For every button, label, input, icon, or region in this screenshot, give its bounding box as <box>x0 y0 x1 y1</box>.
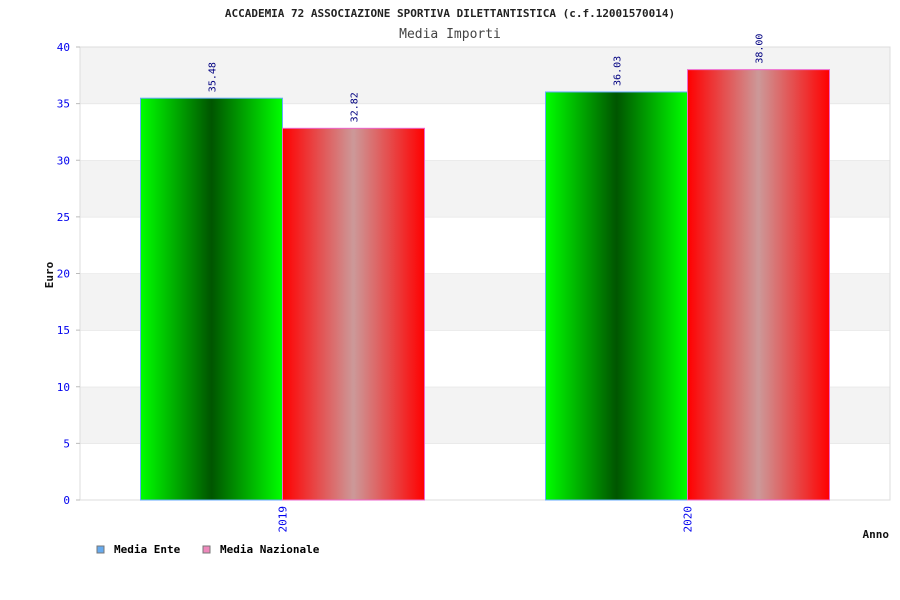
y-tick-label: 0 <box>63 494 70 507</box>
y-tick-label: 5 <box>63 437 70 450</box>
data-label: 35.48 <box>208 62 219 92</box>
y-tick-label: 20 <box>57 268 70 281</box>
x-tick-label: 2019 <box>277 506 290 533</box>
legend-swatch <box>96 545 105 554</box>
bar-media-ente-2019 <box>140 97 283 501</box>
legend-label: Media Nazionale <box>220 543 320 556</box>
chart-subtitle: Media Importi <box>399 27 501 42</box>
data-label: 38.00 <box>755 34 766 64</box>
data-label: 32.82 <box>350 92 361 122</box>
y-tick-label: 35 <box>57 98 70 111</box>
y-tick-label: 15 <box>57 324 70 337</box>
data-label: 36.03 <box>613 56 624 86</box>
bar-media-nazionale-2020 <box>687 69 830 501</box>
y-tick-label: 10 <box>57 381 70 394</box>
chart-title: ACCADEMIA 72 ASSOCIAZIONE SPORTIVA DILET… <box>225 7 675 20</box>
y-tick-label: 30 <box>57 154 70 167</box>
x-axis-label: Anno <box>863 528 890 541</box>
y-tick-label: 40 <box>57 41 70 54</box>
legend-label: Media Ente <box>114 543 181 556</box>
x-tick-label: 2020 <box>682 506 695 533</box>
legend-swatch <box>202 545 211 554</box>
bar-media-nazionale-2019 <box>282 127 425 501</box>
y-tick-label: 25 <box>57 211 70 224</box>
bar-media-ente-2020 <box>545 91 688 501</box>
y-axis-label: Euro <box>43 261 56 288</box>
